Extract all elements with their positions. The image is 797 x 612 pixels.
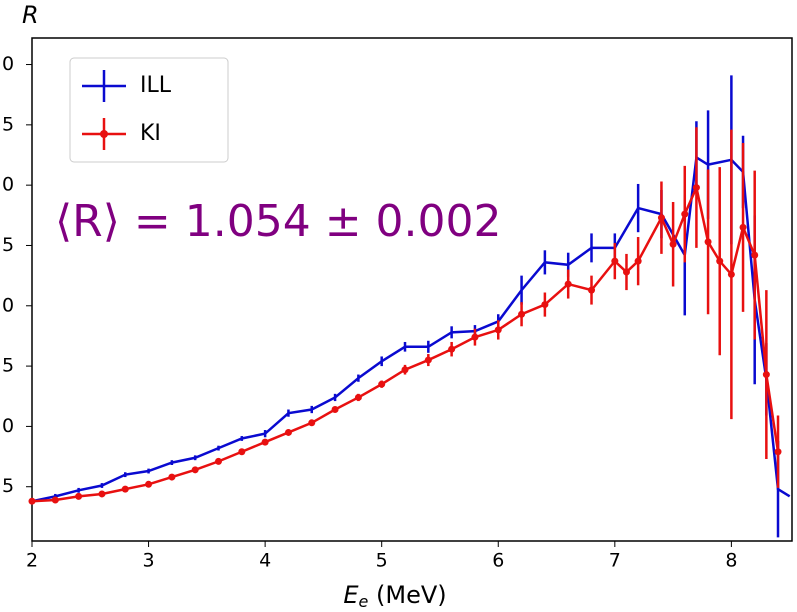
marker [716, 257, 724, 265]
x-tick-label: 5 [376, 550, 388, 572]
y-axis-label: R [22, 1, 39, 29]
marker [564, 280, 572, 288]
marker [51, 496, 59, 504]
marker [284, 428, 292, 436]
y-tick-label: 5 [2, 113, 14, 135]
marker [191, 466, 199, 474]
marker [215, 457, 223, 465]
y-tick-label: 0 [2, 294, 14, 316]
marker [168, 473, 176, 481]
marker [308, 419, 316, 427]
y-tick-label: 5 [2, 355, 14, 377]
legend-marker [100, 130, 108, 138]
marker [378, 380, 386, 388]
marker [751, 251, 759, 259]
y-tick-label: 0 [2, 174, 14, 196]
marker [28, 497, 36, 505]
marker [762, 371, 770, 379]
marker [98, 490, 106, 498]
marker [145, 480, 153, 488]
x-label-unit: (MeV) [368, 581, 446, 609]
marker [692, 184, 700, 192]
marker [541, 301, 549, 309]
marker [261, 438, 269, 446]
marker [634, 257, 642, 265]
marker [657, 214, 665, 222]
marker [238, 448, 246, 456]
y-tick-label: 0 [2, 415, 14, 437]
annotation: ⟨R⟩ = 1.054 ± 0.002 [55, 196, 502, 247]
marker [75, 492, 83, 500]
marker [622, 268, 630, 276]
marker [401, 366, 409, 374]
marker [669, 240, 677, 248]
x-tick-label: 2 [26, 550, 38, 572]
x-tick-label: 3 [143, 550, 155, 572]
marker [448, 345, 456, 353]
marker [774, 448, 782, 456]
y-tick-label: 5 [2, 234, 14, 256]
legend-label: ILL [140, 73, 172, 98]
marker [739, 223, 747, 231]
marker [611, 257, 619, 265]
x-label-subscript: e [359, 592, 369, 611]
x-tick-label: 6 [492, 550, 504, 572]
marker [424, 356, 432, 364]
series-line [31, 155, 791, 503]
x-label-symbol: E [343, 581, 359, 609]
marker [494, 326, 502, 334]
marker [471, 333, 479, 341]
legend-box [69, 57, 229, 163]
marker [704, 238, 712, 246]
x-tick-label: 7 [609, 550, 621, 572]
marker [331, 406, 339, 414]
marker [727, 270, 735, 278]
x-tick-label: 8 [725, 550, 737, 572]
marker [121, 485, 129, 493]
y-tick-label: 5 [2, 475, 14, 497]
y-tick-label: 0 [2, 53, 14, 75]
marker [354, 393, 362, 401]
plot-frame [31, 37, 793, 542]
legend-label: KI [140, 121, 161, 146]
marker [588, 286, 596, 294]
marker [681, 210, 689, 218]
x-axis-label: Ee (MeV) [343, 581, 446, 611]
marker [518, 310, 526, 318]
x-tick-label: 4 [259, 550, 271, 572]
